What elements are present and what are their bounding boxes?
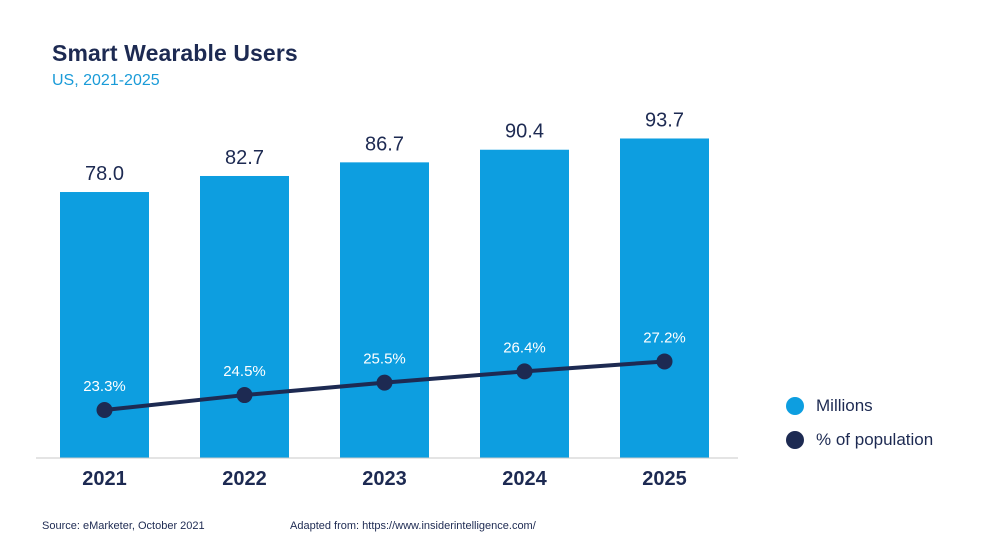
x-tick-label-2023: 2023 bbox=[362, 468, 407, 490]
bar-2024[interactable] bbox=[480, 149, 569, 458]
population-label-2023: 25.5% bbox=[363, 351, 406, 368]
population-label-2024: 26.4% bbox=[503, 339, 546, 356]
chart-subtitle: US, 2021-2025 bbox=[52, 72, 160, 89]
x-tick-label-2022: 2022 bbox=[222, 468, 267, 490]
population-point-2023[interactable] bbox=[376, 374, 393, 391]
bar-2021[interactable] bbox=[60, 192, 149, 458]
x-tick-labels: 2021 2022 2023 2024 2025 bbox=[82, 468, 687, 490]
bar-value-label-2021: 78.0 bbox=[85, 163, 124, 185]
legend: Millions % of population bbox=[786, 396, 933, 464]
population-label-2025: 27.2% bbox=[643, 329, 686, 346]
adapted-from-note: Adapted from: https://www.insiderintelli… bbox=[290, 520, 536, 532]
legend-item-population[interactable]: % of population bbox=[786, 430, 933, 450]
bar-value-label-2024: 90.4 bbox=[505, 121, 544, 143]
legend-label-millions: Millions bbox=[816, 396, 873, 415]
bar-2023[interactable] bbox=[340, 162, 429, 458]
bar-value-labels: 78.0 82.7 86.7 90.4 93.7 bbox=[85, 109, 684, 185]
x-tick-label-2024: 2024 bbox=[502, 468, 547, 490]
population-point-2025[interactable] bbox=[656, 353, 673, 370]
legend-item-millions[interactable]: Millions bbox=[786, 396, 933, 416]
bar-value-label-2022: 82.7 bbox=[225, 147, 264, 169]
x-tick-label-2025: 2025 bbox=[642, 468, 687, 490]
population-point-2021[interactable] bbox=[96, 402, 113, 418]
chart-title: Smart Wearable Users bbox=[52, 40, 298, 66]
bars-layer bbox=[60, 138, 709, 459]
population-point-2024[interactable] bbox=[516, 363, 533, 380]
legend-swatch-population bbox=[786, 431, 804, 449]
population-line-layer: 23.3% 24.5% 25.5% 26.4% 27.2% bbox=[83, 329, 686, 418]
bar-2022[interactable] bbox=[200, 175, 289, 459]
x-tick-label-2021: 2021 bbox=[82, 468, 127, 490]
bar-2025[interactable] bbox=[620, 138, 709, 458]
population-label-2021: 23.3% bbox=[83, 378, 126, 395]
legend-label-population: % of population bbox=[816, 430, 934, 449]
bar-value-label-2025: 93.7 bbox=[645, 109, 684, 131]
legend-swatch-millions bbox=[786, 397, 804, 415]
population-point-2022[interactable] bbox=[236, 387, 253, 404]
bar-value-label-2023: 86.7 bbox=[365, 133, 404, 155]
source-note: Source: eMarketer, October 2021 bbox=[42, 520, 205, 532]
population-label-2022: 24.5% bbox=[223, 363, 266, 380]
